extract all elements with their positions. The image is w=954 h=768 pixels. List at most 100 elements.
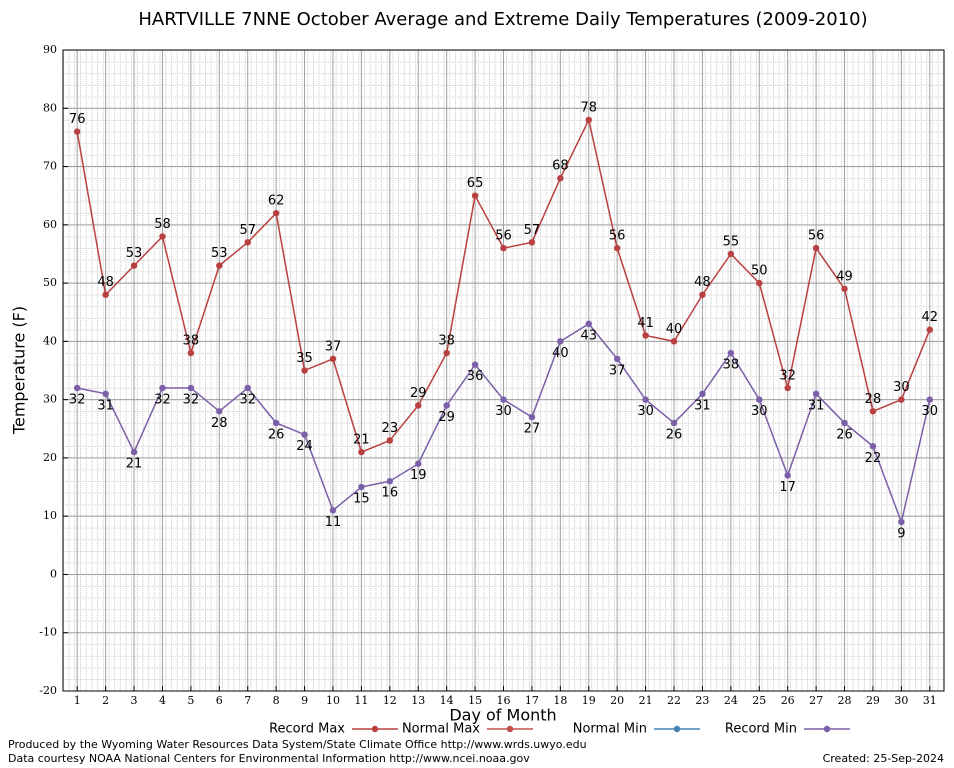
data-label: 48: [694, 275, 711, 290]
plot-border: [62, 49, 945, 692]
data-point: [812, 244, 820, 252]
y-tick-label: 80: [43, 101, 57, 114]
data-point: [670, 338, 678, 345]
data-label: 62: [268, 194, 285, 209]
x-tick-label: 28: [838, 694, 852, 707]
data-label: 31: [808, 398, 825, 413]
data-label: 48: [97, 275, 114, 290]
data-point: [301, 431, 308, 438]
y-tick-label: 50: [43, 276, 57, 289]
y-axis-label: Temperature (F): [10, 306, 29, 435]
x-tick-label: 20: [610, 694, 624, 707]
data-label: 37: [325, 339, 342, 354]
data-point: [74, 128, 81, 135]
data-point: [926, 326, 933, 333]
x-tick-label: 24: [724, 694, 738, 707]
data-point: [358, 483, 365, 491]
x-tick-label: 10: [326, 694, 340, 707]
data-point: [272, 209, 280, 217]
data-point: [557, 175, 564, 182]
data-label: 28: [211, 416, 228, 431]
data-label: 58: [154, 217, 171, 232]
x-axis-label: Day of Month: [449, 706, 556, 725]
data-point: [613, 244, 621, 252]
data-label: 19: [410, 468, 427, 483]
legend-marker: [673, 725, 681, 733]
x-tick-label: 26: [781, 694, 795, 707]
data-label: 49: [836, 269, 853, 284]
data-label: 30: [751, 404, 768, 419]
data-label: 26: [268, 427, 285, 442]
data-point: [500, 396, 507, 403]
x-tick-label: 17: [525, 694, 539, 707]
data-point: [301, 367, 308, 374]
data-point: [244, 239, 251, 246]
data-label: 21: [126, 457, 143, 472]
data-point: [216, 408, 223, 415]
x-tick-label: 14: [440, 694, 454, 707]
data-label: 78: [580, 100, 597, 115]
data-label: 11: [325, 515, 342, 530]
data-point: [386, 437, 394, 444]
data-label: 41: [637, 316, 654, 331]
x-tick-label: 9: [301, 694, 308, 707]
data-label: 40: [666, 322, 683, 337]
data-point: [926, 396, 933, 403]
data-label: 29: [438, 410, 455, 425]
data-label: 32: [154, 392, 171, 407]
data-label: 32: [69, 392, 86, 407]
y-tick-label: 90: [43, 43, 57, 56]
x-tick-label: 2: [102, 694, 109, 707]
data-point: [187, 384, 195, 392]
x-tick-label: 8: [273, 694, 280, 707]
data-point: [869, 408, 877, 415]
data-label: 23: [382, 421, 399, 436]
data-label: 55: [723, 234, 740, 249]
data-point: [841, 285, 848, 293]
data-label: 40: [552, 346, 569, 361]
data-label: 29: [410, 386, 427, 401]
x-tick-label: 3: [131, 694, 138, 707]
footer: Produced by the Wyoming Water Resources …: [8, 738, 587, 751]
data-label: 42: [922, 310, 939, 325]
data-point: [727, 349, 735, 357]
data-label: 57: [239, 223, 256, 238]
data-label: 53: [126, 246, 143, 261]
x-tick-label: 25: [752, 694, 766, 707]
data-point: [386, 478, 394, 485]
y-tick-label: 0: [50, 567, 57, 580]
data-point: [869, 443, 877, 450]
legend-marker: [506, 725, 514, 733]
data-label: 37: [609, 363, 626, 378]
data-label: 26: [836, 427, 853, 442]
data-point: [159, 384, 166, 392]
data-label: 68: [552, 159, 569, 174]
x-tick-label: 31: [923, 694, 937, 707]
data-label: 32: [183, 392, 200, 407]
data-point: [329, 507, 337, 514]
data-label: 31: [97, 398, 114, 413]
data-label: 30: [893, 380, 910, 395]
x-tick-label: 7: [244, 694, 251, 707]
x-tick-label: 21: [639, 694, 653, 707]
data-point: [244, 384, 251, 392]
data-point: [585, 116, 592, 124]
data-label: 43: [580, 328, 597, 343]
data-label: 17: [779, 480, 796, 495]
legend-label: Normal Max: [402, 722, 480, 737]
x-tick-label: 13: [411, 694, 425, 707]
data-point: [699, 390, 706, 398]
data-label: 30: [637, 404, 654, 419]
data-label: 38: [183, 334, 200, 349]
data-point: [642, 396, 649, 403]
data-point: [102, 390, 109, 398]
data-label: 30: [922, 404, 939, 419]
x-tick-label: 6: [216, 694, 223, 707]
y-tick-label: 20: [43, 451, 57, 464]
data-point: [415, 460, 422, 467]
x-tick-label: 5: [187, 694, 194, 707]
data-label: 57: [524, 223, 541, 238]
y-tick-label: -10: [39, 626, 57, 639]
data-point: [102, 291, 109, 298]
